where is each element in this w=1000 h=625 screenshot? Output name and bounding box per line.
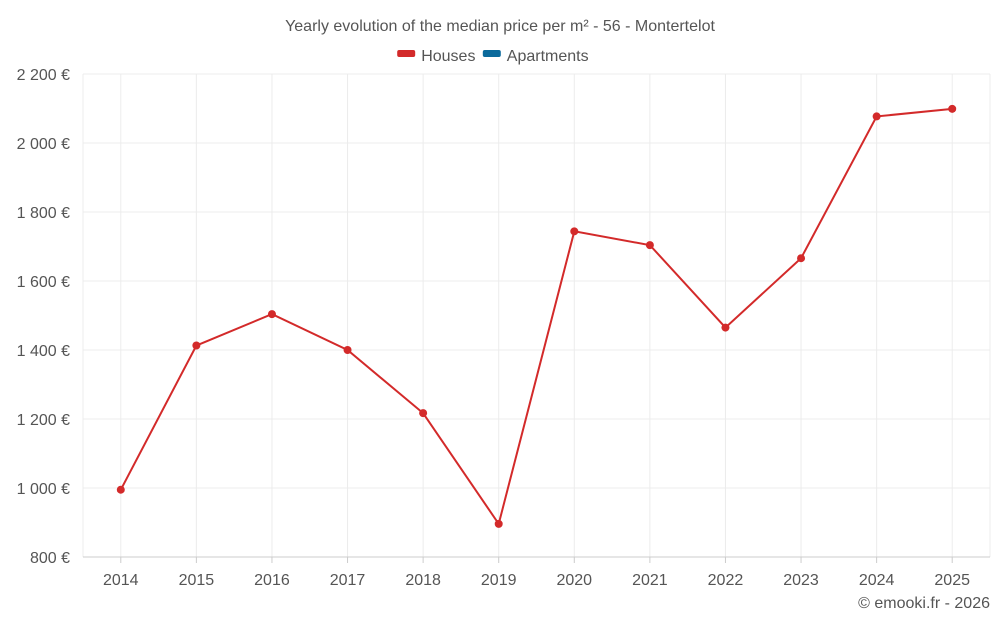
x-tick-label: 2014 [103,572,139,589]
y-tick-label: 1 800 € [17,205,70,222]
y-tick-label: 2 000 € [17,136,70,153]
data-point[interactable] [494,519,503,528]
chart-title: Yearly evolution of the median price per… [285,18,715,35]
data-point[interactable] [419,409,428,418]
x-tick-label: 2016 [254,572,290,589]
y-tick-label: 1 600 € [17,274,70,291]
data-point[interactable] [645,241,654,250]
x-tick-label: 2022 [708,572,744,589]
y-tick-label: 800 € [30,550,70,567]
data-point[interactable] [116,485,125,494]
x-tick-label: 2017 [330,572,366,589]
y-tick-label: 1 200 € [17,412,70,429]
data-point[interactable] [343,346,352,354]
x-tick-label: 2025 [934,572,970,589]
legend-label: Houses [421,48,475,65]
x-tick-label: 2023 [783,572,819,589]
data-point[interactable] [192,341,201,350]
legend-swatch [397,50,416,57]
data-point[interactable] [570,227,579,236]
y-tick-label: 1 000 € [17,481,70,498]
chart-legend: Houses Apartments [397,48,589,65]
copyright-text: © emooki.fr - 2026 [858,595,990,612]
x-tick-label: 2015 [179,572,215,589]
y-tick-label: 1 400 € [17,343,70,360]
x-tick-label: 2018 [405,572,441,589]
data-point[interactable] [948,104,957,113]
chart-grid [82,73,991,557]
legend-item-apartments[interactable]: Apartments [482,48,589,65]
legend-item-houses[interactable]: Houses [397,48,475,65]
legend-label: Apartments [507,48,589,65]
x-tick-label: 2024 [859,572,895,589]
series-line-houses [119,107,953,527]
data-point[interactable] [797,254,806,263]
x-tick-label: 2019 [481,572,517,589]
data-point[interactable] [267,310,276,319]
chart-series [116,104,957,528]
x-tick-label: 2021 [632,572,668,589]
data-point[interactable] [872,112,881,121]
data-point[interactable] [721,323,730,332]
y-tick-label: 2 200 € [17,67,70,84]
x-axis-ticks: 2014 2015 2016 2017 2018 2019 2020 2021 2022 2023… [103,557,970,589]
x-tick-label: 2020 [556,572,592,589]
y-axis-ticks: 800 € 1 000 € 1 200 € 1 400 € 1 600 € 1 800 €… [17,67,70,567]
legend-swatch [482,50,501,57]
